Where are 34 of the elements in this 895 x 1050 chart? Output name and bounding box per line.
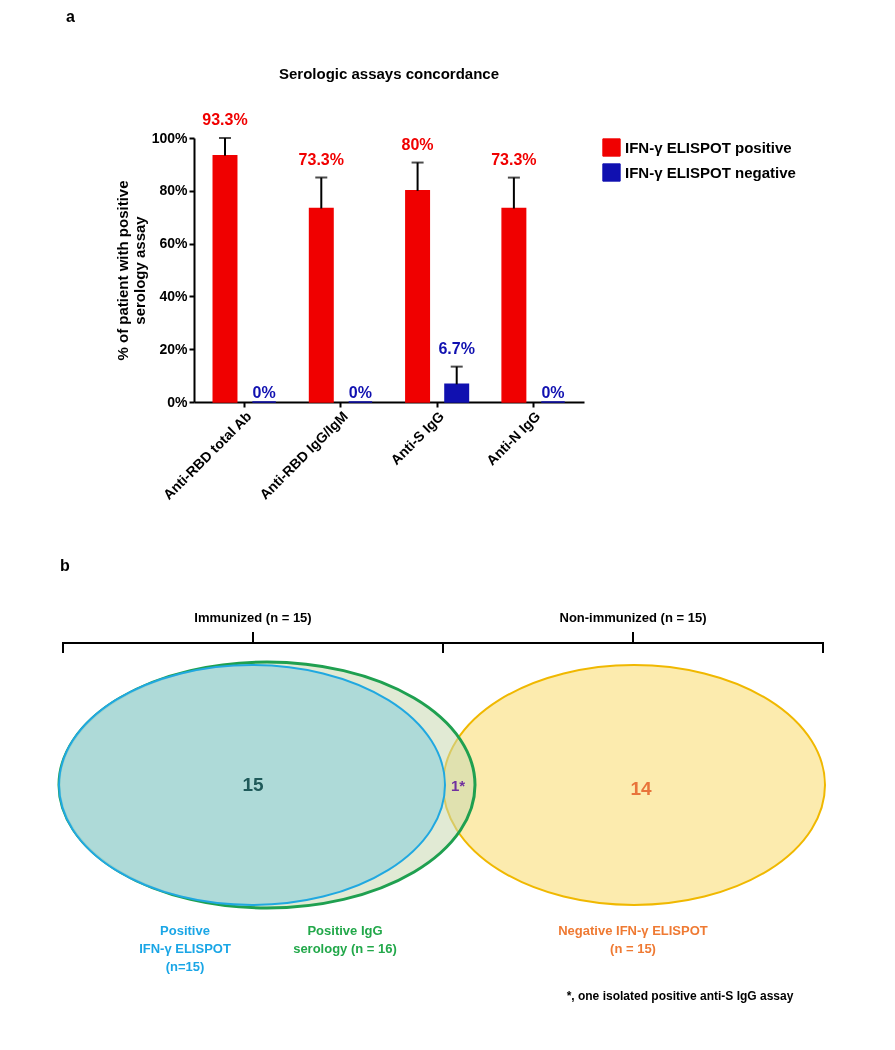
text: Negative IFN-γ ELISPOT (n = 15): [558, 923, 708, 956]
text: 1*: [450, 777, 466, 794]
bar: [405, 190, 431, 403]
data-label: 0%: [348, 384, 372, 401]
bar: [444, 383, 470, 403]
y-tick-label: 40%: [159, 287, 189, 304]
y-axis-title: % of patient with positive serology assay: [113, 180, 148, 361]
text: 14: [630, 778, 652, 799]
text: Positive IgG serology (n = 16): [293, 923, 397, 956]
y-tick-label: 20%: [159, 340, 189, 357]
y-tick-label: 60%: [159, 235, 189, 252]
y-tick-label: 80%: [159, 182, 189, 199]
text: a: [66, 8, 75, 26]
text: Immunized (n = 15): [194, 610, 312, 625]
data-label: 93.3%: [202, 111, 248, 128]
data-label: 73.3%: [298, 150, 344, 168]
y-tick-label: 0%: [167, 393, 189, 410]
data-label: 0%: [541, 384, 565, 401]
legend-label: IFN-γ ELISPOT negative: [625, 163, 796, 181]
data-label: 80%: [401, 135, 434, 153]
legend-label: IFN-γ ELISPOT positive: [625, 138, 792, 156]
data-label: 0%: [252, 384, 276, 401]
data-label: 6.7%: [438, 339, 475, 357]
text: *, one isolated positive anti-S IgG assay: [566, 989, 794, 1003]
y-tick-label: 100%: [151, 129, 189, 146]
text: Positive IFN-γ ELISPOT (n=15): [139, 923, 231, 974]
text: Non-immunized (n = 15): [559, 610, 707, 625]
bar: [308, 207, 334, 403]
text: b: [60, 557, 70, 574]
chart-title: Serologic assays concordance: [278, 65, 500, 82]
text: 15: [242, 774, 264, 795]
bar: [501, 207, 527, 403]
data-label: 73.3%: [491, 150, 537, 168]
bar: [212, 154, 238, 403]
